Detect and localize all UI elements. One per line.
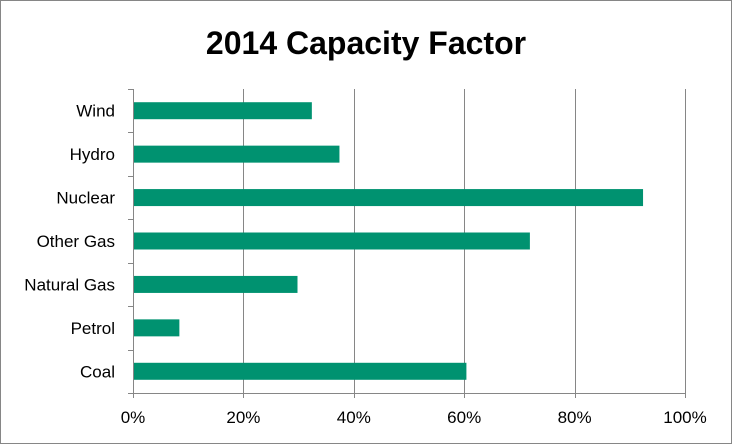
category-label: Nuclear (56, 189, 115, 208)
bar-coal (133, 362, 467, 380)
x-tick-label: 60% (447, 408, 481, 427)
bars (133, 102, 644, 380)
tick-labels: 0% 20% 40% 60% 80% 100% (121, 408, 707, 427)
category-label: Other Gas (37, 232, 115, 251)
x-tick-label: 0% (121, 408, 146, 427)
x-tick-label: 40% (337, 408, 371, 427)
category-label: Petrol (71, 319, 115, 338)
category-label: Coal (80, 362, 115, 381)
bar-nuclear (133, 189, 644, 207)
x-tick-label: 80% (558, 408, 592, 427)
bar-hydro (133, 145, 340, 163)
category-label: Wind (76, 102, 115, 121)
bar-other-gas (133, 232, 530, 250)
chart-title: 2014 Capacity Factor (206, 25, 526, 61)
axes (128, 89, 686, 398)
bar-wind (133, 102, 312, 120)
bar-petrol (133, 319, 180, 337)
category-label: Natural Gas (24, 275, 115, 294)
bar-natural-gas (133, 275, 298, 293)
category-labels: Wind Hydro Nuclear Other Gas Natural Gas Petr… (24, 102, 115, 382)
x-tick-label: 100% (663, 408, 706, 427)
x-tick-label: 20% (226, 408, 260, 427)
category-label: Hydro (70, 145, 115, 164)
